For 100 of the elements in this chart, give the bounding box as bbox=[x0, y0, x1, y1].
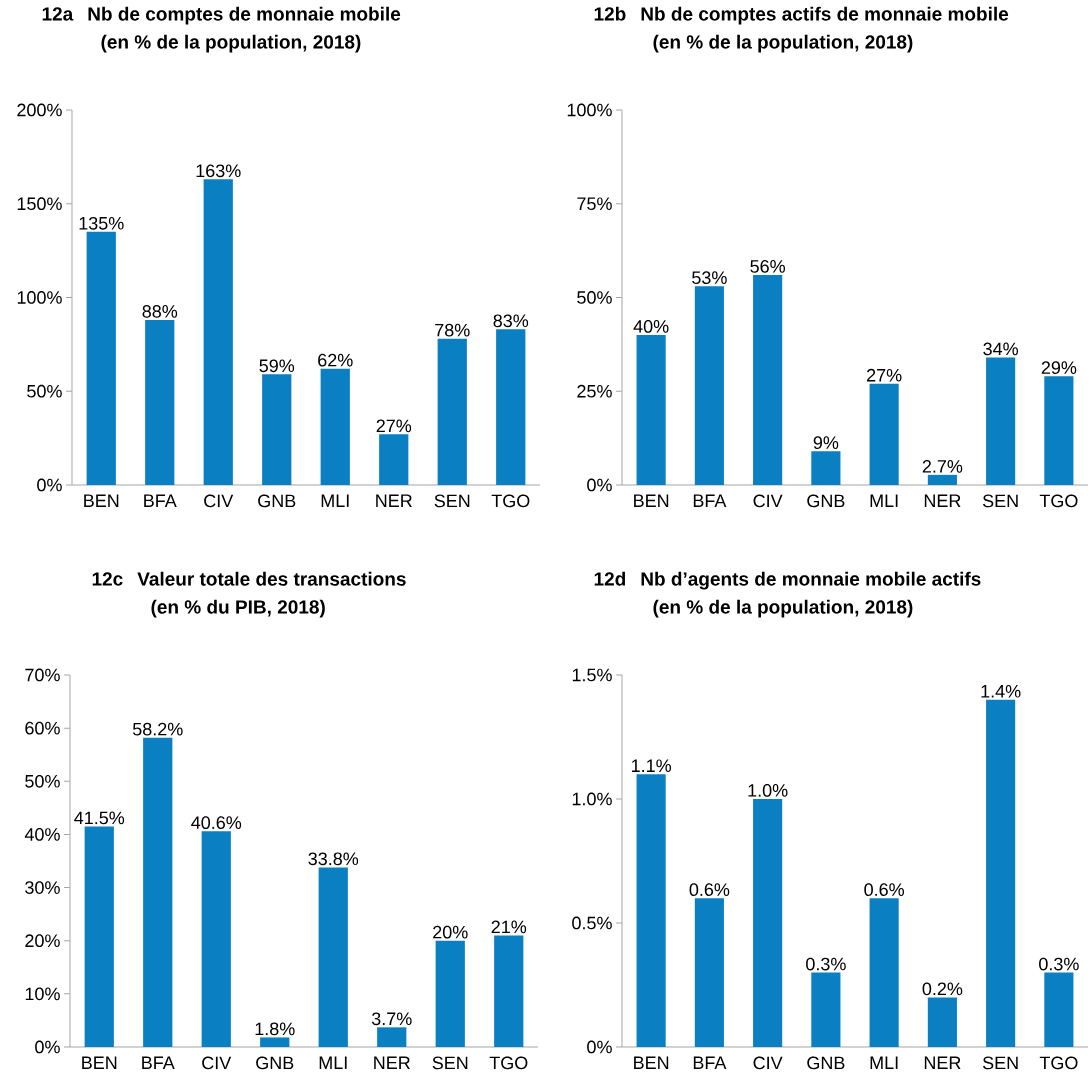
x-tick-label: BEN bbox=[634, 1056, 669, 1069]
data-label: 53% bbox=[692, 271, 727, 285]
bar bbox=[201, 831, 231, 1047]
x-tick-label: CIV bbox=[753, 1056, 783, 1070]
y-tick-label: 100% bbox=[567, 103, 612, 117]
bar bbox=[143, 737, 173, 1047]
bar bbox=[435, 940, 465, 1047]
bar bbox=[86, 231, 116, 485]
bar bbox=[377, 1027, 407, 1047]
bar bbox=[320, 368, 350, 485]
data-label: 34% bbox=[983, 342, 1019, 356]
x-tick-label: TGO bbox=[1039, 1056, 1078, 1070]
chart-title: 12c bbox=[92, 572, 123, 586]
y-tick-label: 50% bbox=[577, 291, 612, 304]
bar bbox=[869, 898, 899, 1047]
data-label: 0.6% bbox=[689, 883, 730, 896]
data-label: 1.0% bbox=[748, 784, 788, 797]
data-label: 83% bbox=[493, 314, 529, 328]
bar bbox=[753, 274, 783, 485]
bar bbox=[927, 474, 957, 485]
data-label: 59% bbox=[259, 359, 295, 373]
chart-subtitle: Nb de comptes de monnaie mobile bbox=[88, 6, 401, 25]
data-label: 0.3% bbox=[806, 957, 846, 971]
data-label: 1.4% bbox=[981, 684, 1021, 698]
x-tick-label: SEN bbox=[434, 494, 470, 508]
data-label: 58.2% bbox=[132, 722, 183, 736]
data-label: 40% bbox=[633, 320, 669, 333]
data-label: 27% bbox=[376, 419, 412, 433]
x-tick-label: GNB bbox=[256, 1056, 294, 1070]
text: (en % du PIB, 2018) bbox=[151, 599, 325, 618]
y-tick-label: 0% bbox=[37, 478, 62, 492]
data-label: 56% bbox=[750, 260, 786, 273]
x-tick-label: MLI bbox=[870, 494, 898, 507]
chart-subtitle: Nb de comptes actifs de monnaie mobile bbox=[641, 6, 1009, 25]
x-tick-label: CIV bbox=[204, 494, 234, 508]
x-tick-label: BEN bbox=[82, 1056, 117, 1069]
data-label: 27% bbox=[867, 368, 902, 382]
y-tick-label: 10% bbox=[25, 987, 60, 1001]
data-label: 1.8% bbox=[255, 1022, 295, 1036]
data-label: 33.8% bbox=[308, 852, 359, 866]
bar bbox=[986, 699, 1016, 1047]
x-tick-label: TGO bbox=[1039, 494, 1078, 508]
bar bbox=[636, 334, 666, 485]
x-tick-label: BEN bbox=[84, 494, 119, 507]
bar bbox=[753, 799, 783, 1047]
y-tick-label: 150% bbox=[17, 197, 62, 211]
data-label: 163% bbox=[196, 164, 241, 178]
bar bbox=[1044, 972, 1074, 1047]
y-tick-label: 0% bbox=[35, 1040, 60, 1054]
bar bbox=[694, 898, 724, 1047]
data-label: 88% bbox=[142, 305, 178, 318]
data-label: 21% bbox=[491, 920, 527, 934]
y-tick-label: 100% bbox=[17, 291, 62, 304]
data-label: 3.7% bbox=[371, 1012, 412, 1026]
chart-title: 12a bbox=[42, 7, 74, 21]
x-tick-label: TGO bbox=[489, 1056, 528, 1070]
x-tick-label: NER bbox=[924, 1056, 961, 1069]
y-tick-label: 30% bbox=[25, 881, 60, 894]
bar bbox=[318, 867, 348, 1047]
bar bbox=[203, 179, 233, 485]
y-tick-label: 70% bbox=[25, 668, 60, 682]
bar bbox=[494, 935, 524, 1047]
y-tick-label: 0% bbox=[587, 1040, 612, 1054]
x-tick-label: BEN bbox=[634, 494, 669, 507]
bar bbox=[986, 357, 1016, 485]
bar bbox=[260, 1037, 290, 1047]
bar bbox=[927, 997, 957, 1047]
bar bbox=[1044, 376, 1074, 485]
bar bbox=[262, 374, 292, 485]
x-tick-label: SEN bbox=[982, 1056, 1018, 1070]
text: (en % de la population, 2018) bbox=[101, 34, 361, 53]
chart-title: 12d bbox=[594, 571, 626, 586]
x-tick-label: MLI bbox=[319, 1056, 347, 1069]
x-tick-label: NER bbox=[924, 494, 961, 507]
y-tick-label: 1.0% bbox=[572, 792, 612, 806]
x-tick-label: CIV bbox=[202, 1056, 232, 1070]
bar bbox=[496, 329, 526, 485]
chart-subtitle: Valeur totale des transactions bbox=[137, 571, 406, 586]
data-label: 0.6% bbox=[864, 883, 905, 896]
x-tick-label: GNB bbox=[807, 494, 845, 508]
chart-title: 12b bbox=[594, 6, 626, 21]
x-tick-label: BFA bbox=[693, 494, 727, 507]
data-label: 2.7% bbox=[922, 459, 963, 473]
x-tick-label: GNB bbox=[258, 494, 296, 508]
data-label: 9% bbox=[813, 436, 839, 450]
data-label: 0.2% bbox=[922, 982, 963, 996]
x-tick-label: NER bbox=[374, 1056, 410, 1069]
y-tick-label: 200% bbox=[17, 103, 62, 117]
data-label: 29% bbox=[1041, 361, 1077, 375]
x-tick-label: BFA bbox=[693, 1056, 727, 1069]
y-tick-label: 0.5% bbox=[572, 916, 612, 930]
x-tick-label: GNB bbox=[807, 1056, 845, 1070]
x-tick-label: MLI bbox=[870, 1056, 898, 1069]
y-tick-label: 50% bbox=[27, 384, 62, 398]
y-tick-label: 20% bbox=[25, 934, 60, 948]
x-tick-label: NER bbox=[376, 494, 412, 507]
x-tick-label: BFA bbox=[142, 1056, 175, 1069]
bar bbox=[379, 434, 409, 485]
y-tick-label: 60% bbox=[25, 721, 60, 735]
data-label: 135% bbox=[79, 216, 124, 230]
